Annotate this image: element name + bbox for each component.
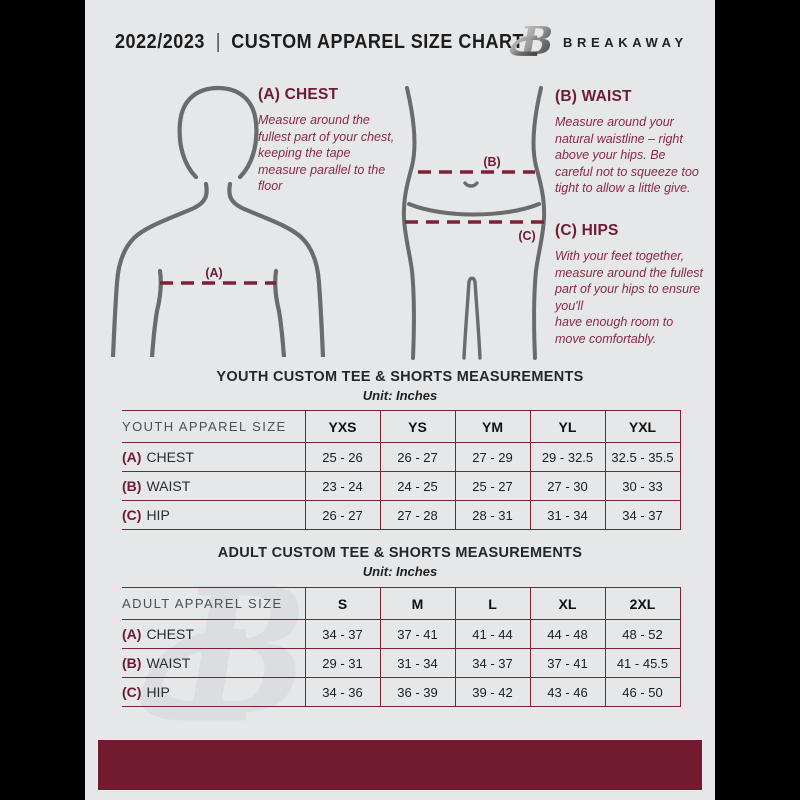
table-row: (B) WAIST 23 - 24 24 - 25 25 - 27 27 - 30… <box>122 471 681 501</box>
measurement-cell: 25 - 26 <box>304 442 380 472</box>
logo-letter: B <box>519 19 553 62</box>
measurement-cell: 27 - 28 <box>379 500 455 530</box>
chest-guide: (A) CHEST Measure around the fullest par… <box>258 86 400 195</box>
table-row: (C) HIP 34 - 36 36 - 39 39 - 42 43 - 46 4… <box>122 677 681 707</box>
youth-size-col-header: YOUTH APPAREL SIZE <box>122 410 305 443</box>
table-row: (C) HIP 26 - 27 27 - 28 28 - 31 31 - 34 3… <box>122 500 681 530</box>
measurement-cell: 39 - 42 <box>454 677 530 707</box>
youth-section-title: YOUTH CUSTOM TEE & SHORTS MEASUREMENTS <box>216 369 584 385</box>
row-measure-name: CHEST <box>146 449 194 465</box>
measurement-cell: 34 - 37 <box>454 648 530 678</box>
measurement-cell: 41 - 45.5 <box>604 648 681 678</box>
season-year: 2022/2023 <box>115 30 205 53</box>
document-title: CUSTOM APPAREL SIZE CHART <box>231 30 525 53</box>
size-chart-page: B 2022/2023 | CUSTOM APPAREL SIZE CHART <box>85 0 715 800</box>
hips-figure-icon: (B) (C) <box>393 86 555 367</box>
table-header-row: ADULT APPAREL SIZE S M L XL 2XL <box>122 587 681 620</box>
row-label: (B) WAIST <box>122 648 305 678</box>
measurement-cell: 36 - 39 <box>379 677 455 707</box>
row-label: (C) HIP <box>122 500 305 530</box>
torso-figure-icon: (A) <box>108 85 326 362</box>
hips-guide-heading: (C) HIPS <box>555 222 619 239</box>
size-col-header: S <box>304 587 380 620</box>
size-col-header: XL <box>529 587 605 620</box>
size-col-header: M <box>379 587 455 620</box>
size-col-header: YS <box>379 410 455 443</box>
waist-marker-label: (B) <box>483 155 500 169</box>
measurement-cell: 37 - 41 <box>379 619 455 649</box>
youth-size-table: YOUTH APPAREL SIZE YXS YS YM YL YXL (A) C… <box>122 410 681 530</box>
table-header-row: YOUTH APPAREL SIZE YXS YS YM YL YXL <box>122 410 681 443</box>
measurement-cell: 26 - 27 <box>304 500 380 530</box>
measurement-cell: 28 - 31 <box>454 500 530 530</box>
measurement-cell: 41 - 44 <box>454 619 530 649</box>
size-col-header: L <box>454 587 530 620</box>
footer-accent-bar <box>98 740 702 790</box>
measurement-cell: 46 - 50 <box>604 677 681 707</box>
hips-marker-label: (C) <box>518 229 535 243</box>
measurement-cell: 43 - 46 <box>529 677 605 707</box>
youth-unit-label: Unit: Inches <box>362 388 438 403</box>
size-col-header: YXS <box>304 410 380 443</box>
adult-size-table: ADULT APPAREL SIZE S M L XL 2XL (A) CHEST… <box>122 587 681 707</box>
brand-lockup: B BREAKAWAY <box>509 18 688 67</box>
row-marker: (B) <box>122 478 142 494</box>
measurement-cell: 31 - 34 <box>529 500 605 530</box>
page-title: 2022/2023 | CUSTOM APPAREL SIZE CHART <box>115 26 524 58</box>
measurement-cell: 26 - 27 <box>379 442 455 472</box>
table-row: (A) CHEST 34 - 37 37 - 41 41 - 44 44 - 48… <box>122 619 681 649</box>
row-measure-name: WAIST <box>146 478 191 494</box>
row-marker: (C) <box>122 507 142 523</box>
measurement-cell: 34 - 36 <box>304 677 380 707</box>
row-label: (B) WAIST <box>122 471 305 501</box>
measurement-cell: 34 - 37 <box>604 500 681 530</box>
size-col-header: YL <box>529 410 605 443</box>
brand-name: BREAKAWAY <box>563 35 688 50</box>
size-col-header: 2XL <box>604 587 681 620</box>
row-marker: (A) <box>122 449 142 465</box>
waist-guide: (B) WAIST Measure around your natural wa… <box>555 88 705 197</box>
measurement-cell: 25 - 27 <box>454 471 530 501</box>
measurement-cell: 31 - 34 <box>379 648 455 678</box>
size-col-header: YM <box>454 410 530 443</box>
measurement-cell: 30 - 33 <box>604 471 681 501</box>
measurement-cell: 48 - 52 <box>604 619 681 649</box>
adult-section-title: ADULT CUSTOM TEE & SHORTS MEASUREMENTS <box>217 545 583 561</box>
adult-size-col-header: ADULT APPAREL SIZE <box>122 587 305 620</box>
row-marker: (B) <box>122 655 142 671</box>
measurement-cell: 37 - 41 <box>529 648 605 678</box>
row-measure-name: WAIST <box>146 655 191 671</box>
title-divider: | <box>215 30 221 53</box>
measurement-cell: 29 - 32.5 <box>529 442 605 472</box>
table-row: (A) CHEST 25 - 26 26 - 27 27 - 29 29 - 32… <box>122 442 681 472</box>
row-label: (A) CHEST <box>122 442 305 472</box>
waist-guide-heading: (B) WAIST <box>555 88 632 105</box>
measurement-cell: 27 - 29 <box>454 442 530 472</box>
hips-guide-body: With your feet together, measure around … <box>555 249 704 346</box>
adult-unit-label: Unit: Inches <box>362 564 438 579</box>
chest-marker-label: (A) <box>205 266 222 280</box>
row-measure-name: CHEST <box>146 626 194 642</box>
measurement-cell: 24 - 25 <box>379 471 455 501</box>
measurement-cell: 29 - 31 <box>304 648 380 678</box>
measurement-cell: 34 - 37 <box>304 619 380 649</box>
brand-logo-icon: B <box>509 18 553 67</box>
size-col-header: YXL <box>604 410 681 443</box>
table-row: (B) WAIST 29 - 31 31 - 34 34 - 37 37 - 41… <box>122 648 681 678</box>
row-label: (C) HIP <box>122 677 305 707</box>
waist-guide-body: Measure around your natural waistline – … <box>555 115 699 195</box>
row-measure-name: HIP <box>146 507 170 523</box>
measurement-cell: 32.5 - 35.5 <box>604 442 681 472</box>
row-marker: (C) <box>122 684 142 700</box>
chest-guide-body: Measure around the fullest part of your … <box>258 113 395 193</box>
hips-guide: (C) HIPS With your feet together, measur… <box>555 222 707 347</box>
row-label: (A) CHEST <box>122 619 305 649</box>
chest-guide-heading: (A) CHEST <box>258 86 339 103</box>
row-marker: (A) <box>122 626 142 642</box>
measurement-cell: 44 - 48 <box>529 619 605 649</box>
row-measure-name: HIP <box>146 684 170 700</box>
measurement-cell: 23 - 24 <box>304 471 380 501</box>
measurement-cell: 27 - 30 <box>529 471 605 501</box>
